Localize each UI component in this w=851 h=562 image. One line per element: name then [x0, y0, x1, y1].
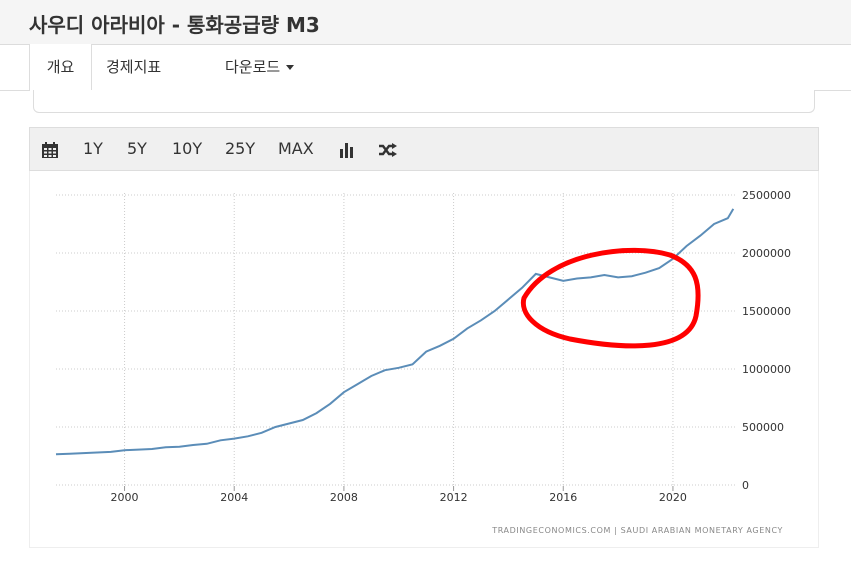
y-tick-label: 0 — [742, 479, 749, 492]
overview-panel — [33, 90, 815, 113]
tab-download[interactable]: 다운로드 — [225, 44, 295, 90]
range-25y-button[interactable]: 25Y — [225, 139, 256, 158]
x-tick-label: 2004 — [220, 491, 248, 504]
x-axis-ticks: 2000 2004 2008 2012 2016 2020 — [111, 486, 687, 504]
red-circle-annotation — [520, 247, 701, 349]
tab-bar: 개요 경제지표 다운로드 — [0, 44, 851, 91]
chart-grid — [56, 193, 736, 486]
tab-indicators-label: 경제지표 — [106, 58, 162, 76]
page-title: 사우디 아라비아 - 통화공급량 M3 — [29, 13, 320, 37]
calendar-icon[interactable] — [41, 128, 59, 170]
y-tick-label: 2500000 — [742, 189, 791, 202]
shuffle-icon[interactable] — [378, 128, 398, 170]
y-axis-ticks: 0 500000 1000000 1500000 2000000 2500000 — [742, 189, 791, 492]
x-tick-label: 2008 — [330, 491, 358, 504]
range-1y-button[interactable]: 1Y — [83, 139, 103, 158]
caret-down-icon — [286, 65, 295, 70]
y-tick-label: 1500000 — [742, 305, 791, 318]
x-tick-label: 2016 — [549, 491, 577, 504]
x-tick-label: 2012 — [440, 491, 468, 504]
chart-toolbar: 1Y 5Y 10Y 25Y MAX — [29, 127, 819, 171]
title-bar: 사우디 아라비아 - 통화공급량 M3 — [0, 0, 851, 45]
tab-overview[interactable]: 개요 — [29, 44, 92, 91]
series-line — [55, 208, 735, 456]
bar-chart-icon[interactable] — [338, 128, 356, 170]
tab-overview-label: 개요 — [46, 58, 75, 76]
range-max-button[interactable]: MAX — [278, 139, 314, 158]
y-tick-label: 2000000 — [742, 247, 791, 260]
chart-area: 2000 2004 2008 2012 2016 2020 0 500000 1000000 1… — [29, 171, 819, 548]
range-5y-button[interactable]: 5Y — [127, 139, 147, 158]
source-label: TRADINGECONOMICS.COM | SAUDI ARABIAN MON… — [491, 526, 783, 535]
x-tick-label: 2020 — [659, 491, 687, 504]
x-tick-label: 2000 — [111, 491, 139, 504]
money-supply-chart: 2000 2004 2008 2012 2016 2020 0 500000 1000000 1… — [55, 189, 791, 535]
tab-download-label: 다운로드 — [225, 58, 281, 76]
tab-indicators[interactable]: 경제지표 — [106, 44, 161, 90]
y-tick-label: 1000000 — [742, 363, 791, 376]
range-10y-button[interactable]: 10Y — [172, 139, 203, 158]
y-tick-label: 500000 — [742, 421, 784, 434]
